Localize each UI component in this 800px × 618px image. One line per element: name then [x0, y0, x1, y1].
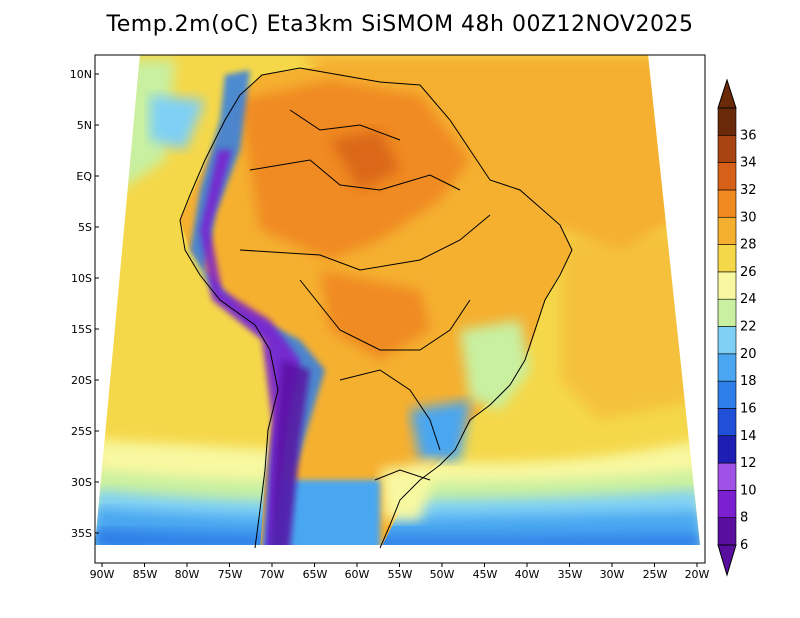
colorbar-label: 24 [740, 292, 757, 307]
lat-label: 30S [71, 476, 92, 489]
colorbar: 6 8 10 12 14 16 18 20 22 24 26 28 30 32 34 36 [717, 78, 757, 577]
colorbar-label: 20 [740, 347, 757, 362]
lon-label: 50W [430, 568, 455, 581]
colorbar-swatch [717, 135, 737, 163]
lon-label: 45W [473, 568, 498, 581]
colorbar-swatch [717, 462, 737, 491]
lat-label: 25S [71, 425, 92, 438]
colorbar-min-arrow [717, 544, 737, 577]
colorbar-label: 6 [740, 538, 748, 553]
lat-label: 5S [78, 221, 92, 234]
lat-label: 10N [70, 68, 92, 81]
colorbar-swatch [717, 162, 737, 191]
temperature-field [95, 55, 700, 545]
colorbar-label: 8 [740, 511, 748, 526]
latitude-axis: 10N 5N EQ 5S 10S 15S 20S 25S 30S 35S [70, 68, 93, 540]
longitude-axis: 90W 85W 80W 75W 70W 65W 60W 55W 50W 45W … [90, 568, 710, 581]
colorbar-label: 28 [740, 238, 757, 253]
lon-label: 30W [600, 568, 625, 581]
lon-label: 40W [515, 568, 540, 581]
colorbar-swatch [717, 107, 737, 136]
lat-label: 20S [71, 374, 92, 387]
lon-label: 20W [685, 568, 710, 581]
colorbar-label: 18 [740, 374, 757, 389]
colorbar-swatch [717, 189, 737, 218]
lon-label: 85W [133, 568, 158, 581]
lat-label: 15S [71, 323, 92, 336]
axis-ticks [95, 73, 698, 567]
lon-label: 65W [303, 568, 328, 581]
colorbar-label: 16 [740, 401, 757, 416]
colorbar-swatch [717, 490, 737, 518]
colorbar-swatch [717, 517, 737, 546]
colorbar-label: 22 [740, 320, 757, 335]
colorbar-swatch [717, 408, 737, 437]
lon-label: 25W [643, 568, 668, 581]
colorbar-swatch [717, 298, 737, 327]
colorbar-swatch [717, 271, 737, 300]
lat-label: 5N [77, 119, 92, 132]
lon-label: 60W [345, 568, 370, 581]
coastline-borders [179, 67, 573, 549]
lat-label: 10S [71, 272, 92, 285]
colorbar-swatch [717, 326, 737, 355]
colorbar-label: 36 [740, 128, 757, 143]
map-title: Temp.2m(oC) Eta3km SiSMOM 48h 00Z12NOV20… [106, 12, 694, 37]
colorbar-label: 12 [740, 456, 757, 471]
colorbar-label: 32 [740, 183, 757, 198]
colorbar-label: 10 [740, 483, 757, 498]
lon-label: 35W [558, 568, 583, 581]
colorbar-label: 34 [740, 156, 757, 171]
lon-label: 55W [388, 568, 413, 581]
colorbar-swatch [717, 353, 737, 382]
colorbar-label: 14 [740, 429, 757, 444]
lon-label: 90W [90, 568, 115, 581]
colorbar-swatch [717, 435, 737, 464]
colorbar-label: 30 [740, 210, 757, 225]
colorbar-swatch [717, 380, 737, 409]
colorbar-max-arrow [717, 78, 737, 109]
colorbar-swatch [717, 216, 737, 245]
lon-label: 70W [260, 568, 285, 581]
lon-label: 75W [218, 568, 243, 581]
colorbar-swatch [717, 244, 737, 273]
lat-label: EQ [76, 170, 92, 183]
lon-label: 80W [175, 568, 200, 581]
lat-label: 35S [71, 527, 92, 540]
colorbar-label: 26 [740, 265, 757, 280]
